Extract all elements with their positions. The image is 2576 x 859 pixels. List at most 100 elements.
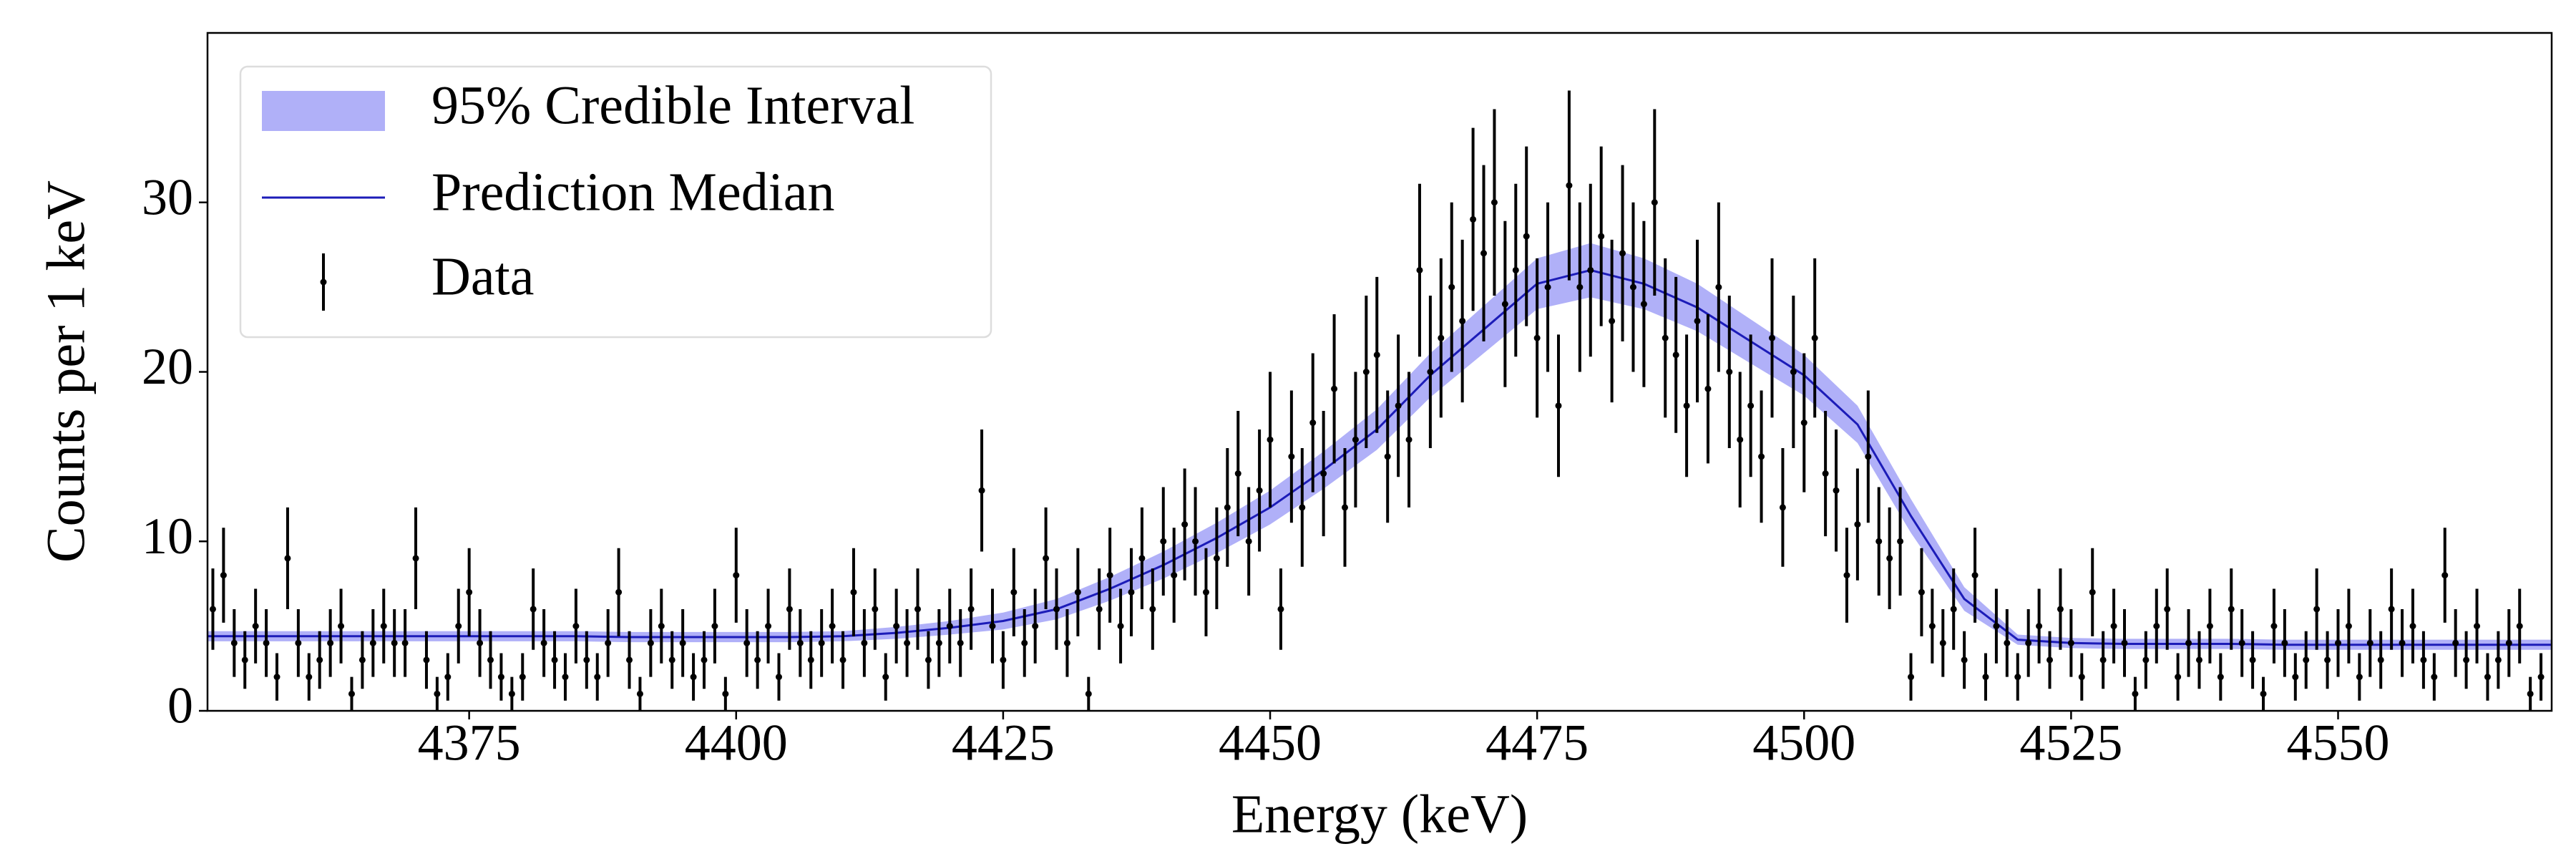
- data-point: [1544, 283, 1551, 291]
- data-point: [2505, 639, 2512, 646]
- data-point: [1267, 436, 1274, 443]
- data-point: [1886, 555, 1893, 562]
- data-point: [1865, 453, 1872, 460]
- data-point: [2249, 656, 2256, 664]
- data-point: [583, 656, 590, 664]
- data-point: [1010, 588, 1018, 596]
- x-tick-label: 4500: [1752, 714, 1855, 772]
- data-point: [1897, 538, 1904, 545]
- data-point: [1063, 639, 1070, 646]
- data-point: [2142, 656, 2150, 664]
- x-tick-label: 4475: [1485, 714, 1589, 772]
- data-point: [530, 606, 537, 613]
- data-point: [1352, 436, 1359, 443]
- data-point: [1715, 283, 1722, 291]
- data-point: [1779, 504, 1786, 511]
- x-tick-label: 4375: [418, 714, 521, 772]
- data-point: [1704, 385, 1712, 392]
- data-point: [1021, 639, 1028, 646]
- data-point: [1117, 623, 1124, 630]
- data-point: [551, 656, 558, 664]
- data-point: [978, 487, 985, 494]
- data-point: [1843, 572, 1850, 579]
- data-point: [2025, 639, 2032, 646]
- data-point: [1384, 453, 1391, 460]
- data-point: [839, 656, 847, 664]
- data-point: [626, 656, 633, 664]
- data-point: [2441, 572, 2449, 579]
- data-point: [241, 656, 248, 664]
- data-point: [2164, 606, 2171, 613]
- data-point: [1245, 538, 1252, 545]
- data-point: [2185, 639, 2192, 646]
- data-point: [391, 639, 398, 646]
- data-point: [904, 639, 911, 646]
- data-point: [1523, 233, 1530, 240]
- data-point: [722, 690, 729, 697]
- data-point: [743, 639, 751, 646]
- data-point: [1800, 419, 1807, 427]
- legend: 95% Credible Interval Prediction Median Da…: [239, 65, 992, 339]
- data-point: [1491, 199, 1498, 206]
- data-point: [1213, 555, 1220, 562]
- legend-swatch-dot: [320, 278, 327, 286]
- data-point: [434, 690, 441, 697]
- data-point: [1694, 317, 1701, 324]
- data-point: [572, 623, 580, 630]
- data-point: [1609, 317, 1616, 324]
- data-point: [658, 623, 665, 630]
- data-point: [1683, 402, 1690, 409]
- data-point: [1961, 656, 1968, 664]
- data-point: [1224, 504, 1231, 511]
- data-point: [1459, 317, 1466, 324]
- data-point: [252, 623, 259, 630]
- data-point: [1928, 623, 1936, 630]
- legend-label: 95% Credible Interval: [431, 75, 914, 135]
- data-point: [338, 623, 345, 630]
- data-point: [679, 639, 686, 646]
- data-point: [1555, 402, 1562, 409]
- data-point: [477, 639, 484, 646]
- data-point: [1768, 334, 1775, 341]
- data-point: [508, 690, 515, 697]
- data-point: [2335, 639, 2342, 646]
- data-point: [519, 674, 526, 681]
- data-point: [2014, 674, 2021, 681]
- data-point: [284, 555, 291, 562]
- data-point: [2270, 623, 2278, 630]
- data-point: [1427, 369, 1434, 375]
- y-tick-label: 20: [142, 338, 193, 395]
- data-point: [818, 639, 825, 646]
- data-point: [2537, 674, 2545, 681]
- data-point: [2099, 656, 2107, 664]
- data-point: [1085, 690, 1092, 697]
- data-point: [1737, 436, 1744, 443]
- data-point: [1288, 453, 1295, 460]
- data-point: [1277, 606, 1284, 613]
- data-point: [605, 639, 612, 646]
- data-point: [1106, 572, 1113, 579]
- data-point: [2121, 639, 2128, 646]
- data-point: [1299, 504, 1306, 511]
- data-point: [594, 674, 601, 681]
- data-point: [914, 606, 922, 613]
- data-point: [1512, 266, 1519, 273]
- data-point: [1202, 588, 1209, 596]
- data-point: [1939, 639, 1946, 646]
- data-point: [1501, 301, 1508, 308]
- data-point: [1192, 538, 1199, 545]
- data-point: [1854, 521, 1861, 528]
- data-point: [1790, 369, 1797, 375]
- legend-label: Prediction Median: [431, 162, 835, 222]
- data-point: [1074, 588, 1081, 596]
- data-point: [1662, 334, 1669, 341]
- data-point: [668, 656, 675, 664]
- x-tick-label: 4450: [1219, 714, 1322, 772]
- data-point: [1640, 301, 1647, 308]
- data-point: [1587, 266, 1594, 273]
- data-point: [765, 623, 772, 630]
- data-point: [1651, 199, 1658, 206]
- data-point: [1096, 606, 1103, 613]
- data-point: [2463, 656, 2470, 664]
